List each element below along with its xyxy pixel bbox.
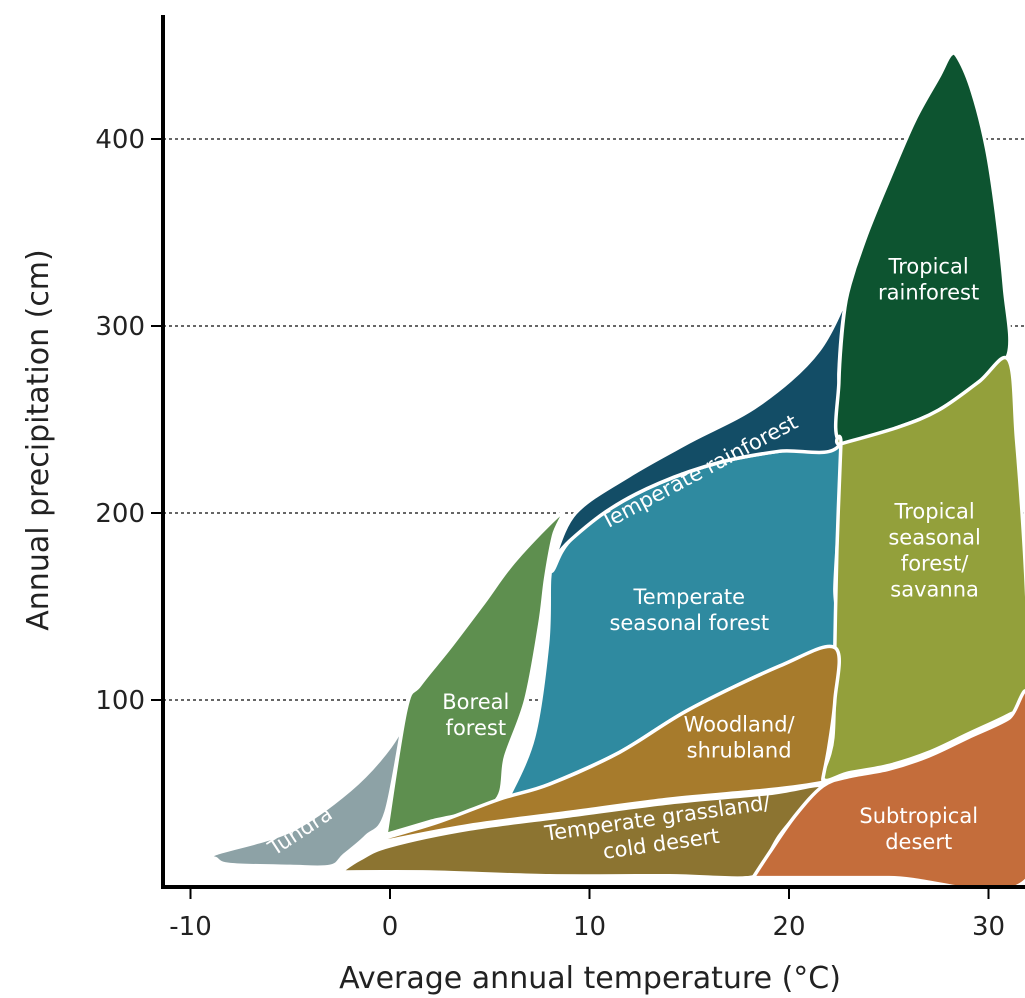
x-tick-label: -10 — [169, 912, 211, 942]
biome-label-line: seasonal — [888, 525, 981, 549]
biome-label-line: Tropical — [894, 499, 975, 523]
biome-desert — [740, 689, 1025, 893]
biome-label-line: Temperate — [633, 585, 746, 609]
tick-labels: -10 0 10 20 30 100 200 300 400 — [95, 125, 1005, 942]
biome-label-line: Boreal — [442, 690, 509, 714]
axes — [151, 15, 1025, 899]
biome-label-temperate_seasonal: Temperate seasonal forest — [609, 585, 769, 635]
x-tick-label: 30 — [972, 912, 1005, 942]
biome-label-woodland: Woodland/shrubland — [684, 712, 796, 762]
y-tick-label: 300 — [95, 312, 145, 342]
biome-label-line: forest — [446, 716, 507, 740]
biome-label-boreal: Boreal forest — [442, 690, 509, 740]
biome-label-line: desert — [885, 830, 952, 854]
biome-label-line: seasonal forest — [609, 611, 769, 635]
biome-label-line: Subtropical — [859, 804, 978, 828]
y-tick-label: 400 — [95, 125, 145, 155]
y-axis-label: Annual precipitation (cm) — [21, 249, 56, 630]
biome-regions — [208, 51, 1025, 893]
biome-label-line: shrubland — [687, 738, 792, 762]
biome-label-line: rainforest — [878, 280, 979, 304]
x-tick-label: 20 — [772, 912, 805, 942]
biome-label-line: savanna — [890, 577, 979, 601]
biome-label-line: forest/ — [901, 551, 970, 575]
biome-label-tropical_rainforest: Tropical rainforest — [878, 254, 979, 304]
y-tick-label: 100 — [95, 686, 145, 716]
biome-label-line: Woodland/ — [684, 712, 796, 736]
x-tick-label: 10 — [573, 912, 606, 942]
biome-tropical_rainforest — [833, 51, 1012, 448]
biome-woodland — [354, 644, 841, 849]
x-axis-label: Average annual temperature (°C) — [339, 961, 841, 996]
biome-label-tropical_seasonal: Tropical seasonal forest/savanna — [888, 499, 981, 601]
biome-label-line: Tropical — [888, 254, 969, 278]
biome-tundra — [208, 695, 417, 870]
y-tick-label: 200 — [95, 499, 145, 529]
x-tick-label: 0 — [382, 912, 399, 942]
biome-label-desert: Subtropical desert — [859, 804, 978, 854]
biome-tropical_seasonal — [820, 355, 1025, 783]
